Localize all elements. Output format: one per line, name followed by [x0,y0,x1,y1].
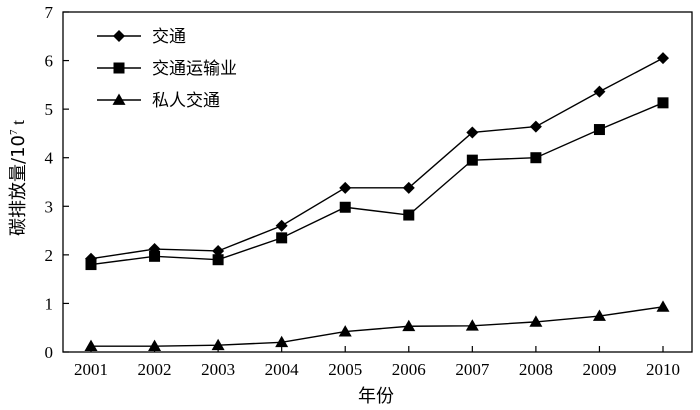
legend-label: 交通运输业 [152,59,237,79]
data-point [211,338,225,351]
data-point [529,315,543,327]
data-point [148,339,162,352]
y-tick-label: 2 [45,246,54,265]
series-3-line [91,306,664,347]
x-tick-label: 2007 [455,360,490,379]
data-point [212,244,225,257]
plot-frame [62,11,693,353]
y-tick-label: 5 [45,100,54,119]
legend-label: 交通 [152,27,186,47]
axes: 0 1 2 3 4 5 6 7 2001 2002 2003 2004 2005 2006 2007 2008… [45,3,693,379]
data-point [402,319,416,332]
series-2-line [90,102,664,266]
series-layer [84,52,670,352]
legend-marker [112,93,126,105]
data-point [593,124,605,136]
data-point [656,300,670,312]
data-point [529,120,542,133]
x-tick-label: 2004 [265,360,300,379]
data-point [338,325,352,337]
x-tick-label: 2002 [138,360,172,379]
y-tick-label: 3 [45,197,54,216]
data-point [85,259,97,271]
data-point [403,209,415,221]
data-point [149,250,161,262]
data-point [339,181,352,194]
data-point [657,97,669,109]
x-tick-label: 2010 [646,360,680,379]
legend-marker [113,62,125,74]
data-point [466,154,478,166]
data-point [592,309,606,321]
series-1-line [90,57,664,260]
y-axis-title-main: 碳排放量/10 [8,135,29,236]
data-point [530,152,542,164]
data-point [275,219,288,232]
data-point [657,52,669,65]
legend-item-2: 交通运输业 [97,59,237,79]
legend-label: 私人交通 [152,91,220,111]
x-tick-label: 2003 [201,360,235,379]
data-point [212,254,224,266]
x-axis-title: 年份 [358,386,394,407]
series-2 [85,97,669,271]
series-1 [85,52,669,265]
data-point [593,85,606,98]
y-tick-label: 1 [45,294,54,313]
y-tick-label: 4 [45,149,54,168]
legend-item-1: 交通 [97,27,186,47]
data-point [275,335,289,348]
y-tick-label: 7 [45,3,54,22]
x-tick-label: 2006 [392,360,426,379]
legend-marker [113,30,125,42]
y-axis-title-unit: t [8,120,28,130]
data-point [466,126,479,139]
y-tick-label: 6 [45,52,54,71]
series-3 [84,300,670,352]
data-point [276,232,288,244]
y-axis-title-exponent: 7 [8,129,20,135]
legend-item-3: 私人交通 [97,91,220,111]
data-point [402,181,415,194]
x-tick-label: 2008 [519,360,553,379]
data-point [465,319,479,331]
data-point [84,339,98,352]
y-axis-title: 碳排放量/107 t [8,120,29,236]
x-tick-label: 2009 [582,360,616,379]
data-point [339,201,351,213]
x-tick-label: 2005 [328,360,362,379]
x-tick-label: 2001 [74,360,108,379]
y-tick-label: 0 [45,343,54,362]
